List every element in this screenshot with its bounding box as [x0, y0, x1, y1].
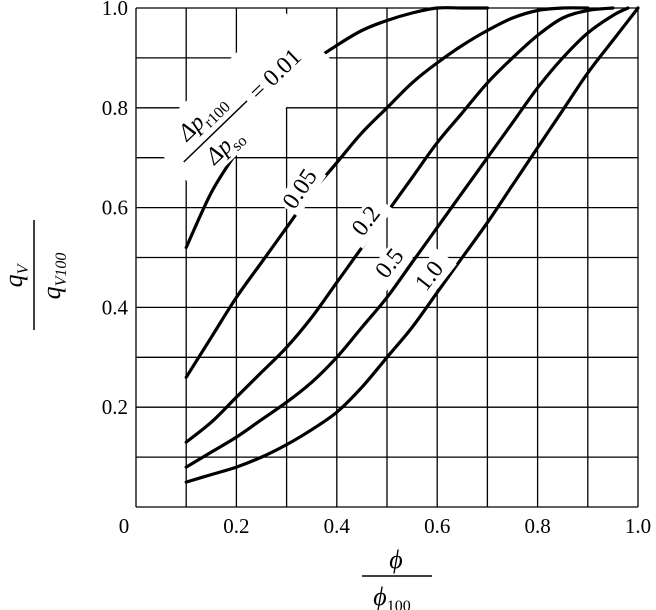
svg-text:qV100: qV100	[37, 253, 70, 300]
x-tick-label: 0.4	[324, 514, 351, 538]
y-tick-label: 0.2	[102, 395, 128, 419]
curve-label-background	[405, 248, 457, 304]
curve-0-05	[184, 6, 590, 379]
x-label-denominator-sub: 100	[387, 598, 411, 610]
origin-label: 0	[119, 514, 130, 538]
y-tick-label: 0.4	[102, 295, 129, 319]
y-tick-label: 0.6	[102, 196, 128, 220]
parameter-fraction-bar	[183, 100, 248, 163]
x-tick-label: 0.2	[223, 514, 249, 538]
curve-label-background	[342, 193, 394, 249]
x-tick-label: 1.0	[625, 514, 651, 538]
tick-labels: 0.2 0.4 0.6 0.8 1.0 0.2 0.4 0.6 0.8 1.0 0	[102, 0, 651, 538]
y-tick-label: 0.8	[102, 96, 128, 120]
curve-1-0	[184, 6, 640, 484]
y-label-numerator-sub: V	[15, 262, 32, 274]
x-axis-label: ϕ ϕ100	[362, 545, 432, 610]
curve-0-2	[184, 6, 615, 444]
svg-text:qV: qV	[0, 262, 32, 287]
y-label-numerator: q	[0, 274, 28, 287]
x-tick-label: 0.6	[424, 514, 450, 538]
y-label-denominator-sub: V100	[53, 253, 70, 287]
x-label-numerator: ϕ	[389, 545, 402, 574]
curves: 0.050.20.5 1.0	[184, 6, 640, 484]
svg-text:ϕ100: ϕ100	[373, 582, 410, 610]
parameter-label: Δpr100 Δpso = 0.01	[146, 8, 334, 193]
y-tick-label: 1.0	[102, 0, 128, 20]
y-axis-label: qV qV100	[0, 220, 70, 330]
parameter-label-background	[146, 8, 334, 193]
x-label-denominator: ϕ	[373, 582, 386, 610]
x-tick-label: 0.8	[524, 514, 550, 538]
y-label-denominator: q	[37, 286, 66, 299]
curve-label-background	[276, 160, 327, 217]
curve-0-5	[184, 6, 630, 469]
curve-label-background	[365, 235, 418, 292]
